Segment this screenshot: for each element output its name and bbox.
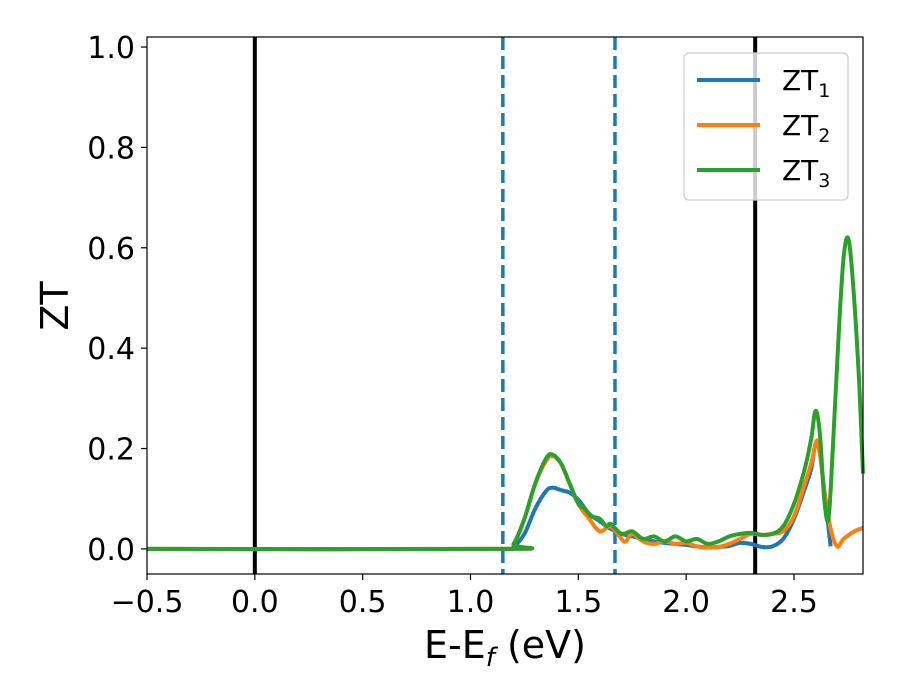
legend-label-zt2: ZT2: [782, 109, 830, 147]
y-axis-ticks: 0.0 0.2 0.4 0.6 0.8 1.0: [87, 31, 147, 568]
legend: ZT1 ZT2 ZT3: [683, 52, 849, 201]
y-tick-label: 0.6: [87, 232, 135, 267]
x-tick-label: 0.5: [339, 585, 387, 620]
x-axis-label: E-Ef (eV): [424, 623, 586, 673]
y-tick-label: 0.2: [87, 433, 135, 468]
plot-frame: [146, 36, 864, 575]
y-tick-label: 0.0: [87, 533, 135, 568]
x-tick-label: −0.5: [111, 585, 184, 620]
x-axis-ticks: −0.5 0.0 0.5 1.0 1.5 2.0 2.5: [111, 574, 818, 620]
x-tick-label: 2.0: [662, 585, 710, 620]
series-layer: [146, 235, 865, 552]
x-tick-label: 2.5: [770, 585, 818, 620]
x-tick-label: 1.0: [447, 585, 495, 620]
legend-label-zt3: ZT3: [782, 154, 830, 192]
legend-box: [683, 52, 849, 201]
legend-label-zt1: ZT1: [782, 64, 830, 102]
y-tick-label: 0.8: [87, 131, 135, 166]
series-line-zt3: [146, 235, 865, 552]
y-axis-label: ZT: [33, 281, 77, 331]
x-tick-label: 0.0: [231, 585, 279, 620]
y-tick-label: 1.0: [87, 31, 135, 66]
y-tick-label: 0.4: [87, 332, 135, 367]
x-tick-label: 1.5: [554, 585, 602, 620]
